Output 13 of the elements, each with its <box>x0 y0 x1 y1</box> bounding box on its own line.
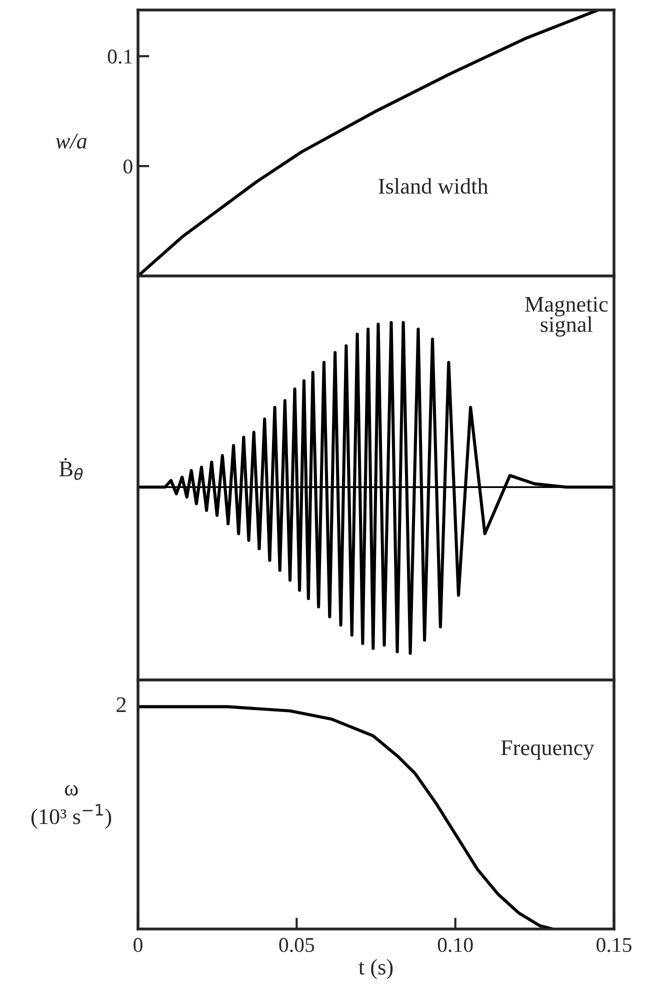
annotation: Island width <box>378 178 488 194</box>
x-tick-label: 0.15 <box>596 938 632 952</box>
x-axis-title: t (s) <box>358 959 393 980</box>
x-tick-label: 0.05 <box>279 938 314 952</box>
x-tick-label: 0 <box>134 938 142 952</box>
y-tick-label: 0.1 <box>108 50 132 64</box>
y-axis-title: ω (10³ s$^{−1}$) <box>31 784 112 829</box>
y-axis-title: w/a <box>56 134 87 149</box>
annotation: Frequency <box>501 740 594 760</box>
annotation: 2 <box>116 697 126 712</box>
annotation: Magnetic signal <box>525 296 608 337</box>
x-tick-label: 0.10 <box>438 938 473 952</box>
y-axis-title: Ḃ$_{θ}$ <box>59 458 83 480</box>
